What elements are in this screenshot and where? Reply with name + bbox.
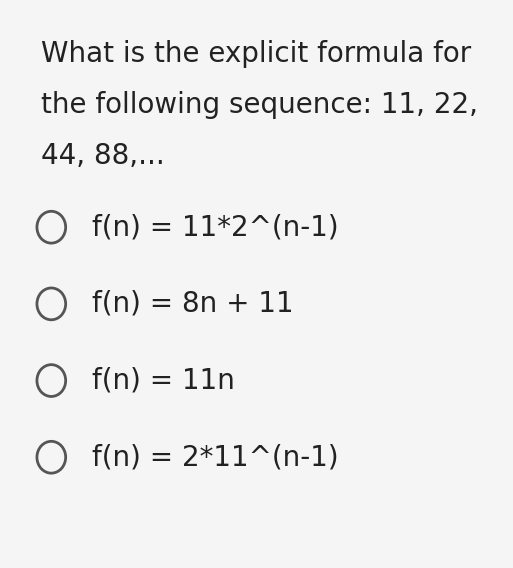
Text: f(n) = 11*2^(n-1): f(n) = 11*2^(n-1) [92, 213, 339, 241]
Text: f(n) = 2*11^(n-1): f(n) = 2*11^(n-1) [92, 443, 339, 471]
Text: 44, 88,...: 44, 88,... [41, 142, 165, 170]
Text: f(n) = 11n: f(n) = 11n [92, 366, 235, 395]
Text: What is the explicit formula for: What is the explicit formula for [41, 40, 471, 68]
Text: f(n) = 8n + 11: f(n) = 8n + 11 [92, 290, 294, 318]
Text: the following sequence: 11, 22,: the following sequence: 11, 22, [41, 91, 478, 119]
